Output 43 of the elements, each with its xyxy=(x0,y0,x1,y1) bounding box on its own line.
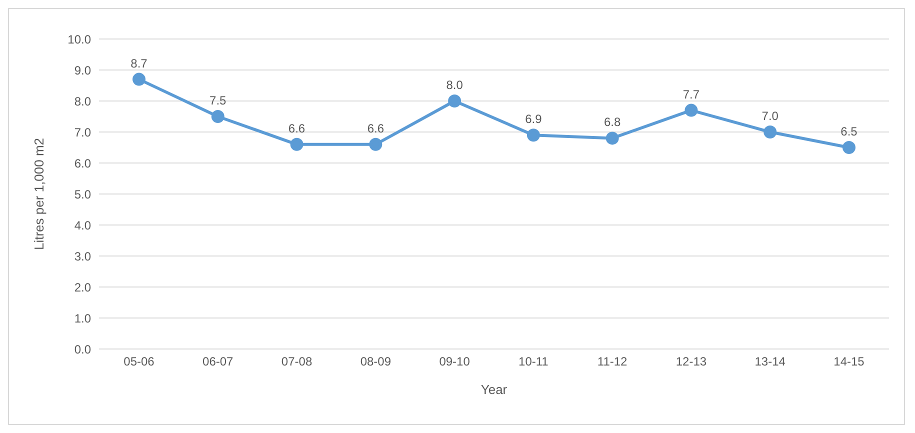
y-tick-label: 9.0 xyxy=(74,63,92,78)
y-tick-label: 0.0 xyxy=(74,342,92,356)
x-tick-label: 12-13 xyxy=(676,354,707,369)
y-tick-label: 5.0 xyxy=(74,187,92,202)
data-label: 6.6 xyxy=(367,121,384,136)
y-tick-label: 6.0 xyxy=(74,156,92,170)
x-tick-label: 10-11 xyxy=(518,354,549,369)
point xyxy=(684,104,698,117)
data-label: 8.7 xyxy=(130,56,148,70)
point xyxy=(290,138,304,151)
point xyxy=(526,128,540,142)
data-label: 6.9 xyxy=(525,112,542,126)
y-tick-label: 1.0 xyxy=(74,311,92,326)
data-label: 6.8 xyxy=(604,115,621,130)
y-tick-label: 3.0 xyxy=(74,249,92,264)
data-label: 7.5 xyxy=(210,94,227,108)
y-tick-label: 8.0 xyxy=(74,94,92,108)
y-tick-label: 2.0 xyxy=(74,280,92,294)
point xyxy=(606,132,619,145)
data-label: 8.0 xyxy=(446,78,464,92)
y-tick-label: 7.0 xyxy=(74,125,92,140)
point xyxy=(842,141,856,154)
data-label: 7.0 xyxy=(762,109,779,123)
x-tick-label: 05-06 xyxy=(124,354,155,369)
point xyxy=(369,138,382,151)
point xyxy=(132,72,146,86)
point xyxy=(764,126,777,138)
x-tick-label: 14-15 xyxy=(834,354,865,369)
x-tick-label: 09-10 xyxy=(439,354,470,369)
point xyxy=(448,94,462,108)
x-tick-label: 08-09 xyxy=(360,354,392,369)
x-axis-title: Year xyxy=(480,382,508,397)
data-label: 6.5 xyxy=(840,124,858,138)
y-tick-label: 10.0 xyxy=(68,32,92,46)
y-tick-label: 4.0 xyxy=(74,218,92,232)
x-tick-label: 07-08 xyxy=(281,354,312,369)
data-label: 7.7 xyxy=(682,87,700,102)
y-axis-title: Litres per 1,000 m2 xyxy=(32,138,47,250)
data-label: 6.6 xyxy=(288,121,306,136)
x-tick-label: 11-12 xyxy=(597,354,628,369)
point xyxy=(211,110,224,123)
x-tick-label: 06-07 xyxy=(202,354,234,369)
x-tick-label: 13-14 xyxy=(754,354,786,369)
